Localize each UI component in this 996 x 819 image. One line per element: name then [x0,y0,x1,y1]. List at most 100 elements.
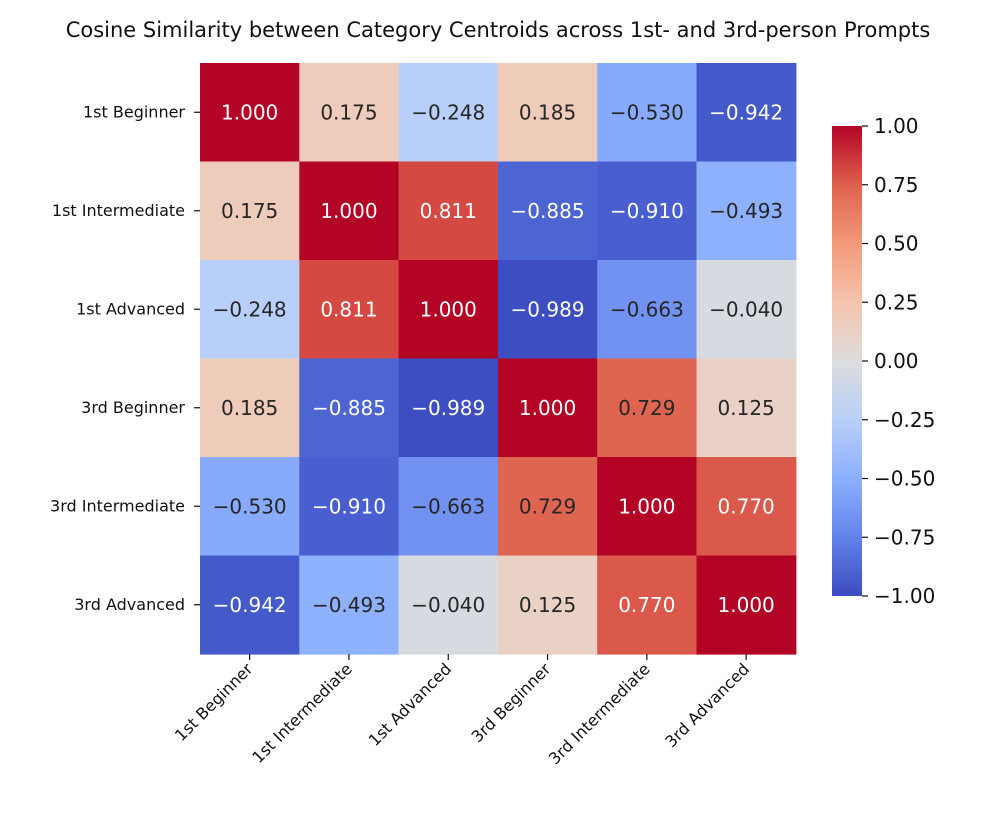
colorbar-tick-label: 0.75 [874,173,919,197]
heatmap-cell-2-0 [200,260,300,360]
col-tick-label: 1st Advanced [365,659,455,749]
heatmap-cell-0-4 [597,63,698,163]
colorbar-tick-label: 0.25 [874,290,919,314]
heatmap-cell-1-0 [200,161,300,261]
row-tick-label: 1st Beginner [83,102,185,121]
heatmap-cell-3-0 [200,358,300,458]
heatmap-cell-1-3 [497,161,598,261]
heatmap-cell-3-4 [597,358,698,458]
heatmap-cell-4-5 [696,457,797,557]
heatmap-cell-value-0-2: −0.248 [411,100,485,124]
row-tick-labels: 1st Beginner 1st Intermediate 1st Advanced… [50,102,200,614]
heatmap-cell-2-2 [398,260,499,360]
row-tick-label: 3rd Beginner [81,398,185,417]
heatmap-cell-value-4-0: −0.530 [213,494,287,518]
colorbar-tick-label: −0.75 [874,525,935,549]
heatmap-cell-value-0-0: 1.000 [221,100,278,124]
heatmap-cell-value-2-5: −0.040 [709,297,783,321]
heatmap-cell-value-2-2: 1.000 [420,297,477,321]
heatmap-cell-value-3-4: 0.729 [618,396,675,420]
chart-title: Cosine Similarity between Category Centr… [66,18,931,42]
heatmap-cell-value-0-5: −0.942 [709,100,783,124]
heatmap-cell-4-1 [299,457,400,557]
heatmap-cell-0-3 [497,63,598,163]
heatmap-cell-value-4-2: −0.663 [411,494,485,518]
heatmap-cell-3-1 [299,358,400,458]
heatmap-cell-0-1 [299,63,400,163]
heatmap-cell-value-5-1: −0.493 [312,593,386,617]
row-tick-label: 3rd Intermediate [50,496,185,515]
colorbar-tick-label: −0.50 [874,467,935,491]
heatmap-cell-value-1-4: −0.910 [610,199,684,223]
heatmap-cell-4-4 [597,457,698,557]
colorbar-tick-label: 0.50 [874,232,919,256]
heatmap-cell-value-1-1: 1.000 [320,199,377,223]
heatmap-cell-value-2-0: −0.248 [213,297,287,321]
heatmap-cell-5-2 [398,555,499,655]
heatmap-cell-value-3-1: −0.885 [312,396,386,420]
colorbar: 1.00 0.75 0.50 0.25 0.00 −0.25 −0.50 −0.75 −1.00 [832,114,935,608]
heatmap-cell-value-4-4: 1.000 [618,494,675,518]
heatmap-cell-value-4-3: 0.729 [519,494,576,518]
heatmap-cell-value-1-2: 0.811 [420,199,477,223]
heatmap-cell-value-2-1: 0.811 [320,297,377,321]
heatmap-cell-3-5 [696,358,797,458]
colorbar-tick-label: −1.00 [874,584,935,608]
heatmap-cell-value-2-3: −0.989 [511,297,585,321]
heatmap-cell-value-5-5: 1.000 [718,593,775,617]
heatmap-cell-value-0-3: 0.185 [519,100,576,124]
heatmap-cell-5-1 [299,555,400,655]
colorbar-gradient [832,126,862,596]
heatmap-cell-0-2 [398,63,499,163]
heatmap-cell-value-4-1: −0.910 [312,494,386,518]
heatmap-cell-value-5-0: −0.942 [213,593,287,617]
heatmap-cell-2-3 [497,260,598,360]
col-tick-label: 1st Intermediate [248,659,356,767]
heatmap-cell-value-1-0: 0.175 [221,199,278,223]
heatmap-cell-4-0 [200,457,300,557]
heatmap-cell-5-3 [497,555,598,655]
heatmap-cell-2-1 [299,260,400,360]
heatmap-cell-1-5 [696,161,797,261]
heatmap-cell-value-4-5: 0.770 [718,494,775,518]
heatmap-cells: 1.000 0.175 −0.248 0.185 −0.530 −0.942 0.175 1.… [200,63,797,655]
heatmap-cell-2-5 [696,260,797,360]
col-tick-label: 1st Beginner [171,659,257,745]
heatmap-cell-value-3-5: 0.125 [718,396,775,420]
heatmap-cell-5-4 [597,555,698,655]
col-tick-label: 3rd Intermediate [545,659,654,768]
heatmap-cell-3-2 [398,358,499,458]
heatmap-cell-value-5-2: −0.040 [411,593,485,617]
heatmap-cell-value-0-4: −0.530 [610,100,684,124]
heatmap-cell-value-3-2: −0.989 [411,396,485,420]
heatmap-cell-1-4 [597,161,698,261]
heatmap-cell-value-1-5: −0.493 [709,199,783,223]
heatmap-cell-value-5-4: 0.770 [618,593,675,617]
heatmap-cell-2-4 [597,260,698,360]
row-tick-label: 3rd Advanced [74,595,185,614]
colorbar-tick-label: 1.00 [874,114,919,138]
heatmap-cell-3-3 [497,358,598,458]
heatmap-cell-1-1 [299,161,400,261]
heatmap-cell-5-0 [200,555,300,655]
heatmap-cell-value-2-4: −0.663 [610,297,684,321]
heatmap-cell-5-5 [696,555,797,655]
col-tick-label: 3rd Beginner [468,659,555,746]
heatmap-cell-4-3 [497,457,598,557]
col-tick-label: 3rd Advanced [661,659,753,751]
heatmap-cell-4-2 [398,457,499,557]
heatmap-cell-value-1-3: −0.885 [511,199,585,223]
heatmap-cell-0-0 [200,63,300,163]
heatmap-cell-1-2 [398,161,499,261]
colorbar-tick-label: −0.25 [874,408,935,432]
row-tick-label: 1st Advanced [76,299,185,318]
heatmap-cell-value-3-0: 0.185 [221,396,278,420]
heatmap-cell-value-3-3: 1.000 [519,396,576,420]
colorbar-tick-label: 0.00 [874,349,919,373]
heatmap-cell-value-0-1: 0.175 [320,100,377,124]
heatmap-cell-value-5-3: 0.125 [519,593,576,617]
row-tick-label: 1st Intermediate [52,201,185,220]
heatmap-cell-0-5 [696,63,797,163]
